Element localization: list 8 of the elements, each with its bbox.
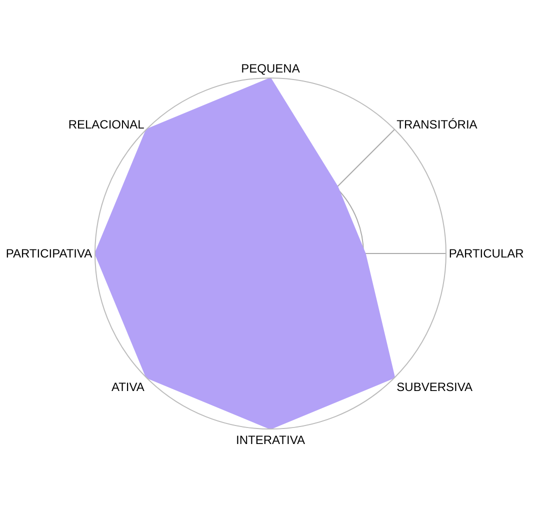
spoke-label: PEQUENA [241, 62, 300, 76]
spoke-label: ATIVA [111, 380, 144, 394]
spoke-label: RELACIONAL [68, 118, 145, 132]
spoke-label: PARTICULAR [448, 246, 524, 261]
spoke-label: PARTICIPATIVA [6, 246, 92, 261]
spoke-label: TRANSITÓRIA [396, 118, 478, 132]
spoke-label: INTERATIVA [236, 432, 305, 447]
spoke-label: SUBVERSIVA [396, 380, 472, 394]
